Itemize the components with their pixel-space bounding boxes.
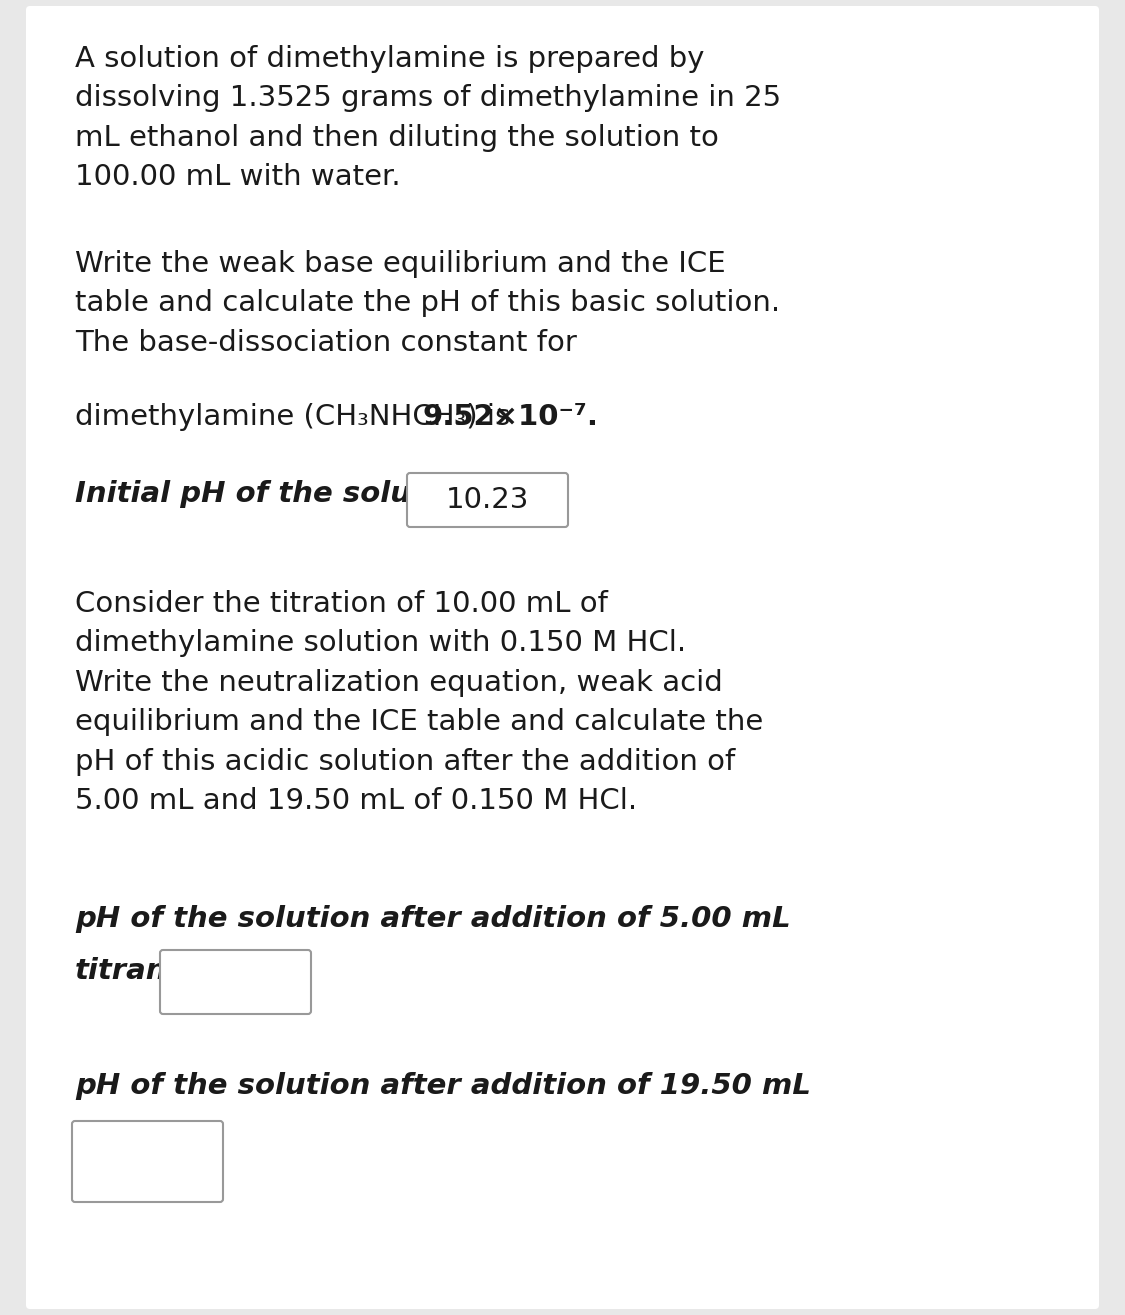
Text: 9.52×10⁻⁷.: 9.52×10⁻⁷. — [423, 402, 598, 431]
Text: dimethylamine (CH₃NHCH₃) is: dimethylamine (CH₃NHCH₃) is — [75, 402, 520, 431]
Text: Consider the titration of 10.00 mL of
dimethylamine solution with 0.150 M HCl.
W: Consider the titration of 10.00 mL of di… — [75, 590, 763, 815]
FancyBboxPatch shape — [407, 473, 568, 527]
Text: titrant: titrant — [75, 957, 181, 985]
Text: 10.23: 10.23 — [446, 487, 529, 514]
Text: pH of the solution after addition of 5.00 mL: pH of the solution after addition of 5.0… — [75, 905, 791, 934]
Text: Write the weak base equilibrium and the ICE
table and calculate the pH of this b: Write the weak base equilibrium and the … — [75, 250, 780, 356]
FancyBboxPatch shape — [26, 7, 1099, 1308]
Text: pH of the solution after addition of 19.50 mL: pH of the solution after addition of 19.… — [75, 1072, 811, 1101]
Text: Initial pH of the solution: Initial pH of the solution — [75, 480, 476, 508]
FancyBboxPatch shape — [72, 1120, 223, 1202]
Text: A solution of dimethylamine is prepared by
dissolving 1.3525 grams of dimethylam: A solution of dimethylamine is prepared … — [75, 45, 781, 191]
FancyBboxPatch shape — [160, 949, 310, 1014]
